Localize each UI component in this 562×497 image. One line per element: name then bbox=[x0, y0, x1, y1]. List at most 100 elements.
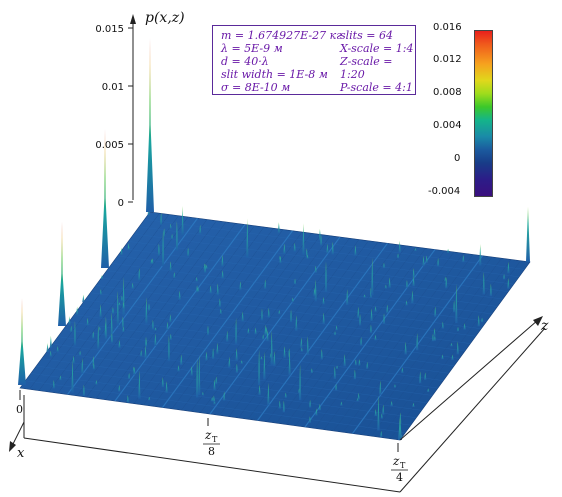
surface-spike bbox=[412, 268, 415, 279]
vertical-tick-label: 0.005 bbox=[95, 140, 124, 151]
edge-peak bbox=[146, 38, 154, 212]
surface-spike bbox=[116, 290, 120, 326]
surface-spike bbox=[167, 335, 171, 362]
param-wavelength: λ = 5E-9 м bbox=[221, 42, 283, 55]
surface-spike bbox=[298, 364, 302, 401]
surface-spike bbox=[247, 328, 250, 334]
surface-spike bbox=[169, 314, 172, 323]
surface-spike bbox=[288, 351, 291, 376]
surface-spike bbox=[169, 261, 172, 272]
surface-spike bbox=[169, 333, 172, 341]
surface-spike bbox=[246, 218, 249, 258]
surface-spike bbox=[427, 388, 430, 393]
surface-spike bbox=[181, 205, 184, 236]
surface-spike bbox=[82, 294, 85, 303]
surface-spike bbox=[445, 277, 448, 289]
surface-ridge bbox=[36, 365, 417, 418]
surface-spike bbox=[122, 326, 125, 333]
surface-spike bbox=[169, 223, 172, 229]
edge-peak bbox=[526, 207, 530, 262]
vertical-axis-title: p(x,z) bbox=[145, 10, 185, 26]
surface-spike bbox=[205, 264, 208, 270]
surface-spike bbox=[291, 297, 294, 303]
surface-spike bbox=[226, 330, 229, 342]
surface-spike bbox=[356, 397, 359, 402]
parameter-column-right: slits = 64 X-scale = 1:4 Z-scale = 1:20 … bbox=[340, 29, 415, 94]
surface-spike bbox=[145, 297, 148, 324]
x-axis-label: x bbox=[17, 446, 25, 461]
z-tick-t4-den: 4 bbox=[396, 471, 403, 484]
surface-spike bbox=[267, 307, 270, 318]
z-axis-label: z bbox=[540, 318, 549, 334]
colorbar-tick-label: -0.004 bbox=[428, 186, 461, 197]
surface-ridge bbox=[79, 307, 460, 359]
surface-spike bbox=[315, 408, 318, 416]
surface-spike bbox=[334, 384, 338, 391]
surface-spike bbox=[477, 315, 480, 327]
surface-ridge bbox=[74, 314, 455, 367]
surface-spike bbox=[120, 247, 123, 256]
surface-spike bbox=[151, 258, 154, 265]
surface-spike bbox=[157, 243, 161, 256]
surface-spike bbox=[456, 341, 459, 355]
surface-ridge bbox=[144, 219, 525, 270]
front-edge bbox=[23, 437, 401, 493]
surface-spike bbox=[92, 363, 95, 370]
param-slits: slits = 64 bbox=[340, 29, 393, 42]
surface-ridge bbox=[52, 343, 433, 396]
surface-spike bbox=[144, 339, 148, 347]
surface-spike bbox=[154, 327, 157, 331]
surface-spike bbox=[205, 351, 208, 361]
surface-spike bbox=[399, 412, 402, 424]
surface-spike bbox=[139, 350, 143, 357]
surface-spike bbox=[380, 413, 383, 419]
surface-ridge bbox=[117, 255, 498, 307]
surface-spike bbox=[405, 280, 409, 289]
surface-spike bbox=[241, 311, 244, 322]
z-tick-origin-label: 0 bbox=[16, 403, 23, 416]
z-tick-t4-top: z bbox=[392, 454, 400, 468]
surface-spike bbox=[86, 318, 89, 326]
surface-spike bbox=[282, 400, 286, 413]
surface-spike bbox=[277, 222, 281, 234]
colorbar bbox=[475, 31, 492, 196]
surface-ridge bbox=[101, 277, 482, 329]
surface-spike bbox=[75, 306, 79, 316]
surface-spike bbox=[310, 368, 314, 374]
surface-spike bbox=[261, 334, 265, 340]
surface-spike bbox=[177, 365, 180, 372]
param-z-scale: Z-scale = 1:20 bbox=[340, 55, 393, 81]
edge-peak bbox=[398, 418, 402, 440]
vertical-tick-label: 0.015 bbox=[95, 24, 124, 35]
surface-spike bbox=[320, 349, 324, 360]
surface-spike bbox=[324, 261, 328, 293]
surface-spike bbox=[68, 316, 71, 326]
surface-spike bbox=[190, 366, 193, 376]
surface-spike bbox=[340, 401, 343, 406]
surface-spike bbox=[335, 325, 338, 331]
surface-ridge bbox=[25, 380, 406, 433]
surface-spike bbox=[412, 276, 415, 287]
surface-spike bbox=[210, 397, 214, 402]
surface-spike bbox=[166, 321, 169, 331]
surface-ridge bbox=[30, 373, 411, 426]
surface-spike bbox=[92, 356, 95, 367]
surface-spike bbox=[165, 381, 168, 394]
surface-spike bbox=[218, 298, 222, 308]
surface-spike bbox=[270, 330, 273, 365]
surface-spike bbox=[322, 312, 325, 325]
surface-spike bbox=[81, 358, 84, 374]
surface-spike bbox=[70, 325, 73, 333]
surface-spike bbox=[314, 265, 317, 273]
surface-ridge bbox=[41, 358, 422, 411]
surface-spike bbox=[357, 306, 360, 319]
x-axis bbox=[11, 421, 25, 447]
surface-spike bbox=[300, 337, 303, 349]
z-tick-t8-den: 8 bbox=[208, 445, 215, 458]
colorbar-tick-label: 0 bbox=[454, 153, 461, 164]
param-slit-width: slit width = 1E-8 м bbox=[221, 68, 328, 81]
surface-spike bbox=[180, 354, 183, 365]
surface-ridge bbox=[90, 292, 471, 344]
z-tick-t8-top: z bbox=[204, 428, 212, 442]
surface-spike bbox=[322, 297, 325, 305]
